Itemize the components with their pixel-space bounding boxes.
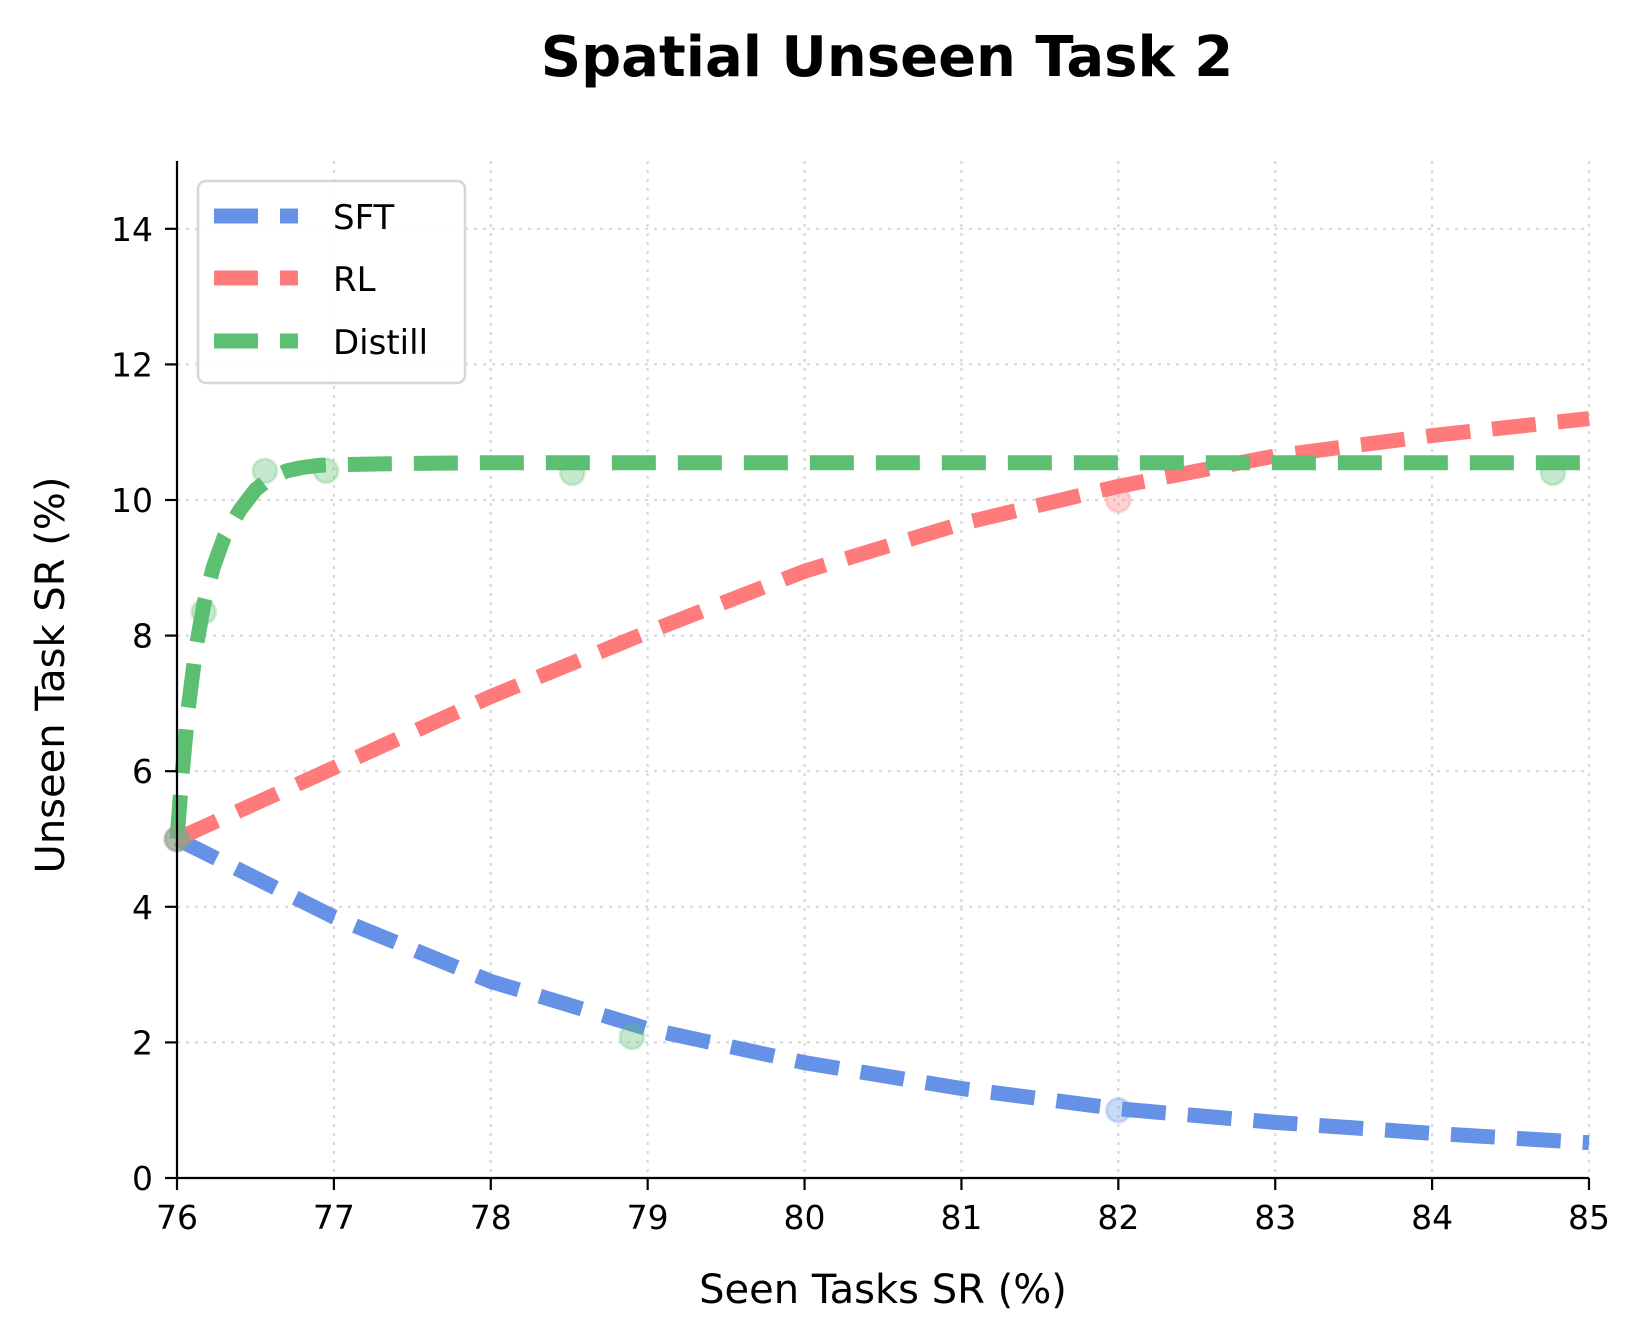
- x-axis-ticks: 76 77 78 79 80 81 82 83 84 85: [156, 1178, 1610, 1237]
- legend: SFT RL Distill: [196, 179, 467, 385]
- y-tick-label: 12: [111, 345, 153, 384]
- y-tick-label: 14: [111, 210, 153, 249]
- y-tick-label: 4: [132, 888, 153, 927]
- series-curves: [169, 411, 1590, 1151]
- curve-distill: [169, 455, 1589, 840]
- x-axis-label: Seen Tasks SR (%): [699, 1267, 1067, 1313]
- legend-item-distill: Distill: [214, 323, 428, 363]
- data-point-distill: [1539, 459, 1567, 487]
- chart-title: Spatial Unseen Task 2: [541, 25, 1233, 90]
- data-point-distill: [190, 598, 218, 626]
- x-tick-label: 78: [470, 1198, 512, 1237]
- x-tick-label: 77: [313, 1198, 355, 1237]
- y-tick-label: 2: [132, 1023, 153, 1062]
- data-point-distill: [312, 457, 340, 485]
- y-tick-label: 6: [132, 752, 153, 791]
- x-tick-label: 84: [1411, 1198, 1453, 1237]
- x-tick-label: 80: [784, 1198, 826, 1237]
- data-point-distill: [618, 1023, 646, 1051]
- legend-label: RL: [333, 260, 376, 300]
- curve-sft: [173, 832, 1590, 1151]
- legend-label: Distill: [333, 323, 428, 363]
- y-tick-label: 8: [132, 617, 153, 656]
- x-tick-label: 83: [1254, 1198, 1296, 1237]
- y-tick-label: 0: [132, 1159, 153, 1198]
- x-tick-label: 85: [1568, 1198, 1610, 1237]
- data-point-rl: [1104, 486, 1132, 514]
- y-axis-label: Unseen Task SR (%): [28, 477, 74, 874]
- curve-rl: [173, 411, 1590, 846]
- x-tick-label: 82: [1097, 1198, 1139, 1237]
- y-tick-label: 10: [111, 481, 153, 520]
- legend-label: SFT: [333, 198, 395, 238]
- legend-box: [196, 179, 467, 385]
- data-point-sft: [1104, 1096, 1132, 1124]
- x-tick-label: 79: [627, 1198, 669, 1237]
- legend-item-sft: SFT: [214, 198, 395, 238]
- data-point-distill: [558, 459, 586, 487]
- x-tick-label: 76: [156, 1198, 198, 1237]
- axes: [175, 161, 1589, 1180]
- x-tick-label: 81: [940, 1198, 982, 1237]
- data-point-distill: [251, 457, 279, 485]
- legend-item-rl: RL: [214, 260, 376, 300]
- y-axis-ticks: 0 2 4 6 8 10 12 14: [111, 210, 177, 1198]
